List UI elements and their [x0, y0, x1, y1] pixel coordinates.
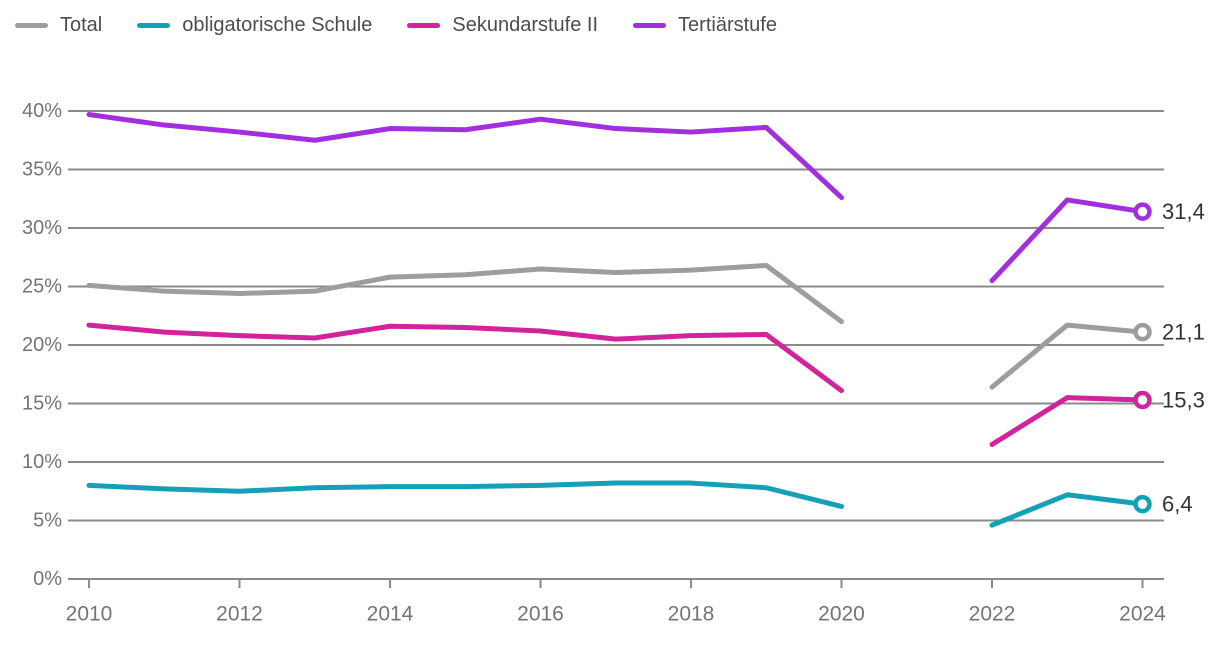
y-tick-label: 5%	[33, 510, 62, 532]
y-tick-label: 0%	[33, 568, 62, 590]
x-tick-label: 2020	[818, 603, 865, 626]
series-line-sekundarstufe-ii	[989, 395, 1145, 447]
x-tick-label: 2018	[668, 603, 715, 626]
series-line-total	[989, 322, 1145, 390]
legend-swatch-total	[15, 23, 48, 28]
legend-label-total: Total	[60, 14, 103, 36]
legend-label-obligatorische-schule: obligatorische Schule	[182, 14, 373, 36]
end-value-label-sekundarstufe-ii: 15,3	[1162, 387, 1205, 412]
legend-swatch-tertiaerstufe	[633, 23, 667, 28]
legend-item-tertiaerstufe[interactable]: Tertiärstufe	[633, 14, 777, 37]
x-tick-label: 2014	[367, 603, 414, 626]
y-tick-label: 25%	[22, 276, 62, 298]
y-tick-label: 40%	[22, 100, 62, 122]
end-value-label-obligatorische-schule: 6,4	[1162, 492, 1193, 517]
series-line-obligatorische-schule	[989, 492, 1145, 528]
y-tick-label: 10%	[22, 451, 62, 473]
end-marker-terti-rstufe	[1133, 202, 1152, 221]
end-value-label-total: 21,1	[1162, 320, 1205, 345]
y-tick-label: 30%	[22, 217, 62, 239]
legend-item-total[interactable]: Total	[15, 14, 102, 37]
end-marker-sekundarstufe-ii	[1133, 390, 1152, 410]
legend-item-sekundarstufe-ii[interactable]: Sekundarstufe II	[407, 14, 598, 37]
legend-label-sekundarstufe-ii: Sekundarstufe II	[452, 14, 599, 36]
y-tick-label: 15%	[22, 393, 62, 415]
x-tick-label: 2010	[66, 603, 113, 626]
legend-swatch-obligatorische-schule	[137, 23, 171, 28]
x-tick-label: 2016	[517, 603, 564, 626]
series-line-terti-rstufe	[86, 112, 844, 201]
legend-label-tertiaerstufe: Tertiärstufe	[678, 14, 777, 36]
legend-swatch-sekundarstufe-ii	[407, 23, 441, 28]
legend-item-obligatorische-schule[interactable]: obligatorische Schule	[137, 14, 372, 37]
series-line-total	[86, 262, 844, 325]
y-tick-label: 35%	[22, 159, 62, 181]
end-marker-total	[1133, 322, 1152, 342]
y-tick-label: 20%	[22, 334, 62, 356]
x-tick-label: 2022	[969, 603, 1016, 626]
x-tick-label: 2012	[216, 603, 263, 626]
series-line-obligatorische-schule	[86, 480, 844, 509]
series-line-sekundarstufe-ii	[86, 322, 844, 394]
end-marker-obligatorische-schule	[1133, 494, 1152, 514]
series-line-terti-rstufe	[989, 197, 1145, 284]
end-value-label-terti-rstufe: 31,4	[1162, 199, 1205, 224]
chart-legend: Total obligatorische Schule Sekundarstuf…	[15, 14, 777, 37]
x-tick-label: 2024	[1119, 603, 1166, 626]
